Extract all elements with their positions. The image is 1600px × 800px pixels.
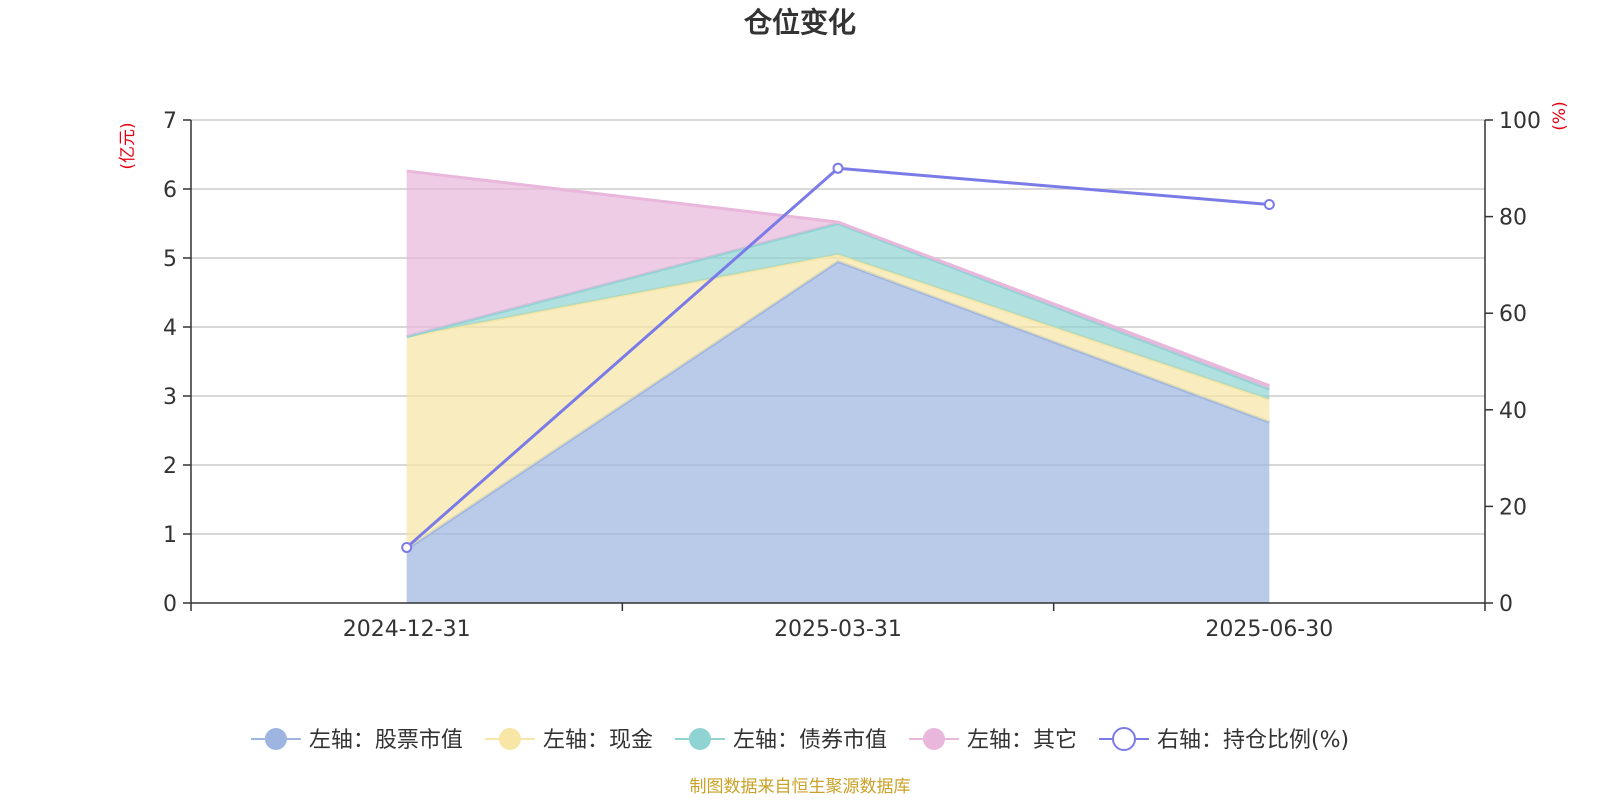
legend-label: 左轴：债券市值: [733, 728, 887, 753]
right-tick-label: 40: [1499, 399, 1527, 424]
right-tick-label: 0: [1499, 592, 1513, 617]
holding-ratio-line-layer: [401, 162, 1275, 553]
legend-item-1[interactable]: 左轴：现金: [484, 728, 653, 753]
left-tick-label: 4: [163, 316, 177, 341]
legend: 左轴：股票市值 左轴：现金 左轴：债券市值 左轴：其它 右轴：持仓比例(%): [250, 727, 1349, 753]
left-axis-unit: (亿元): [118, 122, 138, 169]
legend-item-4[interactable]: 右轴：持仓比例(%): [1098, 727, 1349, 753]
left-tick-label: 3: [163, 385, 177, 410]
x-tick-label: 2025-03-31: [774, 617, 902, 642]
left-tick-label: 2: [163, 454, 177, 479]
legend-swatch-dot: [264, 728, 287, 750]
left-tick-label: 1: [163, 523, 177, 548]
holding-ratio-point: [832, 162, 844, 174]
left-tick-label: 7: [163, 109, 177, 134]
x-tick-label: 2024-12-31: [343, 617, 471, 642]
chart-title: 仓位变化: [744, 6, 856, 39]
right-tick-label: 100: [1499, 109, 1541, 134]
right-tick-label: 20: [1499, 495, 1527, 520]
legend-swatch-dot: [688, 728, 711, 750]
legend-label: 右轴：持仓比例(%): [1157, 728, 1349, 753]
left-tick-label: 5: [163, 247, 177, 272]
area-series-0: [406, 261, 1270, 603]
axes: 0 1 2 3 4 5 6 7 0 20 40 60 80 100 2024-12-31 2025-03-31…: [163, 109, 1541, 642]
legend-swatch-dot: [922, 728, 945, 750]
right-axis-unit: (%): [1550, 101, 1570, 130]
holding-ratio-point: [1263, 199, 1275, 211]
left-tick-label: 0: [163, 592, 177, 617]
area-series-3: [406, 171, 1270, 390]
stacked-areas: [405, 169, 1270, 603]
legend-label: 左轴：其它: [967, 728, 1077, 753]
left-tick-label: 6: [163, 178, 177, 203]
right-tick-label: 80: [1499, 206, 1527, 231]
legend-label: 左轴：现金: [543, 728, 653, 753]
holding-ratio-point: [401, 541, 413, 553]
legend-item-2[interactable]: 左轴：债券市值: [674, 728, 887, 753]
legend-label: 左轴：股票市值: [309, 728, 463, 753]
right-tick-label: 60: [1499, 302, 1527, 327]
x-tick-label: 2025-06-30: [1205, 617, 1333, 642]
data-source-note: 制图数据来自恒生聚源数据库: [690, 777, 911, 797]
legend-swatch-dot: [1111, 727, 1136, 751]
area-series-3-edge: [406, 169, 1270, 388]
legend-item-3[interactable]: 左轴：其它: [908, 728, 1077, 753]
legend-item-0[interactable]: 左轴：股票市值: [250, 728, 463, 753]
legend-swatch-dot: [498, 728, 521, 750]
